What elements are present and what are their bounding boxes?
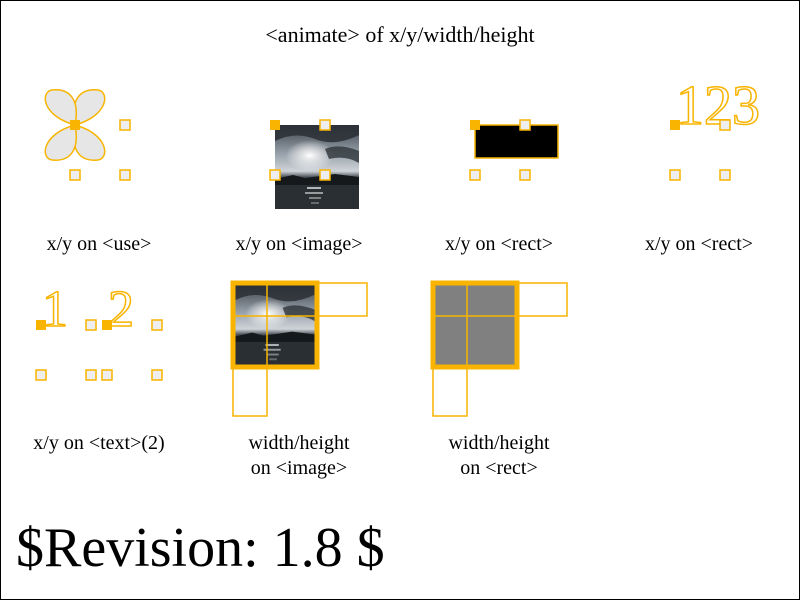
panel-text-123: 123 x/y on <rect> bbox=[645, 74, 761, 255]
landscape-photo bbox=[275, 125, 359, 209]
position-marker bbox=[519, 169, 531, 181]
position-marker bbox=[35, 369, 47, 381]
position-marker bbox=[151, 319, 163, 331]
revision-label: $Revision: 1.8 $ bbox=[16, 517, 385, 579]
position-marker bbox=[119, 119, 131, 131]
position-marker bbox=[101, 369, 113, 381]
size-guide-right bbox=[517, 282, 568, 317]
size-frame bbox=[230, 280, 320, 370]
panel-caption-line2: on <image> bbox=[251, 457, 347, 479]
position-marker bbox=[85, 319, 97, 331]
panel-caption-line1: width/height bbox=[448, 432, 550, 454]
panel-caption: x/y on <rect> bbox=[645, 233, 753, 255]
black-rect bbox=[474, 124, 559, 159]
position-marker-filled bbox=[670, 120, 680, 130]
position-marker bbox=[151, 369, 163, 381]
panel-caption: x/y on <text>(2) bbox=[33, 432, 164, 454]
panel-image: x/y on <image> bbox=[236, 119, 363, 255]
position-marker bbox=[469, 169, 481, 181]
position-marker-filled bbox=[470, 120, 480, 130]
page-title: <animate> of x/y/width/height bbox=[265, 22, 534, 47]
size-guide-bottom bbox=[232, 366, 268, 417]
panel-use: x/y on <use> bbox=[44, 89, 152, 255]
panel-rect: x/y on <rect> bbox=[445, 119, 559, 255]
position-marker-filled bbox=[270, 120, 280, 130]
panel-wh-image: width/height on <image> bbox=[230, 280, 368, 479]
position-marker bbox=[119, 169, 131, 181]
flower-shape bbox=[44, 89, 106, 161]
size-guide-right bbox=[317, 282, 368, 317]
outlined-glyph-1: 1 bbox=[42, 281, 68, 338]
position-marker bbox=[719, 169, 731, 181]
panel-text-2: 1 2 x/y on <text>(2) bbox=[33, 280, 164, 454]
panel-wh-rect: width/height on <rect> bbox=[430, 280, 568, 479]
panel-caption: x/y on <use> bbox=[47, 233, 152, 255]
position-marker-filled bbox=[102, 320, 112, 330]
position-marker-filled bbox=[70, 120, 80, 130]
size-guide-bottom bbox=[432, 366, 468, 417]
position-marker-filled bbox=[36, 320, 46, 330]
outlined-glyphs: 123 bbox=[676, 75, 760, 137]
panel-caption-line1: width/height bbox=[248, 432, 350, 454]
position-marker bbox=[85, 369, 97, 381]
position-marker bbox=[69, 169, 81, 181]
position-marker bbox=[269, 169, 281, 181]
landscape-photo bbox=[235, 285, 315, 365]
position-marker bbox=[719, 119, 731, 131]
panel-caption: x/y on <image> bbox=[236, 233, 363, 255]
position-marker bbox=[669, 169, 681, 181]
position-marker bbox=[319, 119, 331, 131]
panel-caption-line2: on <rect> bbox=[460, 457, 538, 479]
position-marker bbox=[519, 119, 531, 131]
panel-caption: x/y on <rect> bbox=[445, 233, 553, 255]
position-marker bbox=[319, 169, 331, 181]
gray-rect bbox=[430, 280, 520, 370]
